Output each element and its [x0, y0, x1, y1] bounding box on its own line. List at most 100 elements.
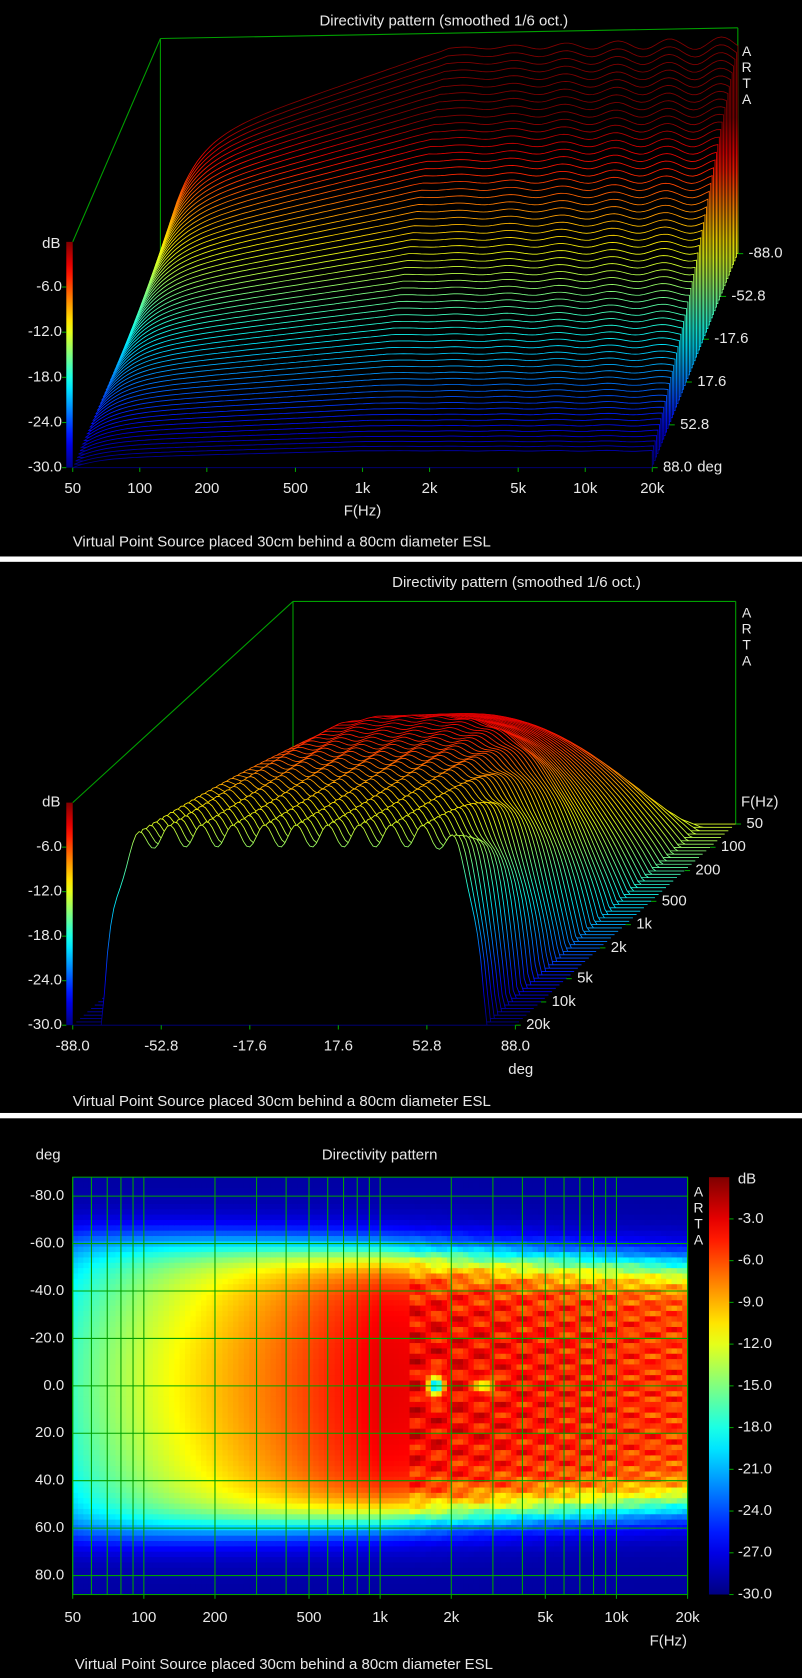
heatmap-cell	[307, 1300, 314, 1307]
heatmap-cell	[350, 1359, 357, 1365]
heatmap-cell	[334, 1450, 341, 1456]
heatmap-cell	[83, 1369, 90, 1376]
z-tick-label: 5k	[577, 970, 593, 987]
heatmap-cell	[201, 1412, 207, 1419]
heatmap-cell	[131, 1375, 138, 1381]
heatmap-cell	[179, 1519, 186, 1526]
heatmap-cell	[227, 1583, 234, 1590]
heatmap-cell	[286, 1482, 293, 1488]
heatmap-cell	[324, 1353, 330, 1360]
heatmap-cell	[152, 1385, 159, 1392]
heatmap-cell	[78, 1321, 84, 1328]
heatmap-cell	[329, 1278, 336, 1285]
heatmap-cell	[190, 1503, 197, 1510]
z-tick-label: -17.6	[714, 330, 748, 347]
heatmap-cell	[324, 1380, 330, 1387]
heatmap-cell	[168, 1300, 175, 1307]
heatmap-cell	[120, 1284, 127, 1290]
heatmap-cell	[265, 1562, 271, 1569]
heatmap-cell	[206, 1417, 213, 1424]
heatmap-cell	[243, 1444, 250, 1451]
heatmap-cell	[297, 1284, 304, 1290]
heatmap-cell	[324, 1262, 330, 1269]
heatmap-cell	[174, 1492, 181, 1499]
heatmap-cell	[372, 1482, 378, 1488]
heatmap-cell	[297, 1353, 304, 1360]
heatmap-cell	[340, 1460, 346, 1467]
heatmap-cell	[307, 1219, 314, 1226]
heatmap-cell	[136, 1300, 143, 1307]
heatmap-cell	[99, 1562, 106, 1569]
heatmap-cell	[206, 1396, 213, 1403]
heatmap-cell	[201, 1300, 207, 1307]
heatmap-cell	[382, 1369, 389, 1376]
heatmap-cell	[99, 1316, 106, 1323]
heatmap-cell	[334, 1471, 341, 1478]
heatmap-cell	[286, 1332, 293, 1339]
heatmap-cell	[334, 1241, 341, 1248]
heatmap-cell	[324, 1364, 330, 1371]
heatmap-cell	[174, 1337, 181, 1344]
heatmap-cell	[313, 1407, 320, 1414]
heatmap-cell	[222, 1455, 229, 1462]
heatmap-cell	[120, 1514, 127, 1521]
heatmap-cell	[110, 1417, 116, 1424]
heatmap-cell	[179, 1316, 186, 1323]
heatmap-cell	[254, 1396, 261, 1403]
heatmap-cell	[168, 1546, 175, 1553]
heatmap-cell	[249, 1417, 255, 1424]
heatmap-cell	[324, 1434, 330, 1440]
heatmap-cell	[158, 1423, 165, 1430]
heatmap-cell	[265, 1246, 271, 1253]
heatmap-cell	[163, 1337, 170, 1344]
heatmap-cell	[318, 1278, 325, 1285]
heatmap-cell	[297, 1466, 304, 1472]
heatmap-cell	[243, 1316, 250, 1323]
heatmap-cell	[222, 1407, 229, 1414]
heatmap-cell	[72, 1407, 79, 1414]
heatmap-cell	[72, 1278, 79, 1285]
heatmap-cell	[388, 1444, 394, 1451]
heatmap-cell	[168, 1434, 175, 1440]
heatmap-cell	[291, 1284, 298, 1290]
heatmap-cell	[302, 1492, 309, 1499]
heatmap-cell	[217, 1455, 223, 1462]
heatmap-cell	[275, 1471, 282, 1478]
heatmap-cell	[120, 1177, 127, 1183]
heatmap-cell	[340, 1444, 346, 1451]
heatmap-cell	[350, 1482, 357, 1488]
heatmap-cell	[142, 1583, 148, 1590]
heatmap-cell	[115, 1562, 122, 1569]
heatmap-cell	[131, 1300, 138, 1307]
heatmap-cell	[131, 1348, 138, 1355]
heatmap-cell	[340, 1289, 346, 1296]
heatmap-cell	[158, 1439, 165, 1446]
heatmap-cell	[206, 1492, 213, 1499]
heatmap-cell	[291, 1503, 298, 1510]
heatmap-cell	[163, 1219, 170, 1226]
heatmap-cell	[163, 1177, 170, 1183]
heatmap-cell	[388, 1278, 394, 1285]
heatmap-cell	[99, 1434, 106, 1440]
heatmap-cell	[382, 1257, 389, 1264]
heatmap-cell	[313, 1348, 320, 1355]
heatmap-cell	[307, 1530, 314, 1537]
heatmap-cell	[345, 1541, 352, 1547]
heatmap-cell	[136, 1252, 143, 1258]
heatmap-cell	[190, 1300, 197, 1307]
heatmap-cell	[72, 1219, 79, 1226]
heatmap-cell	[142, 1578, 148, 1585]
heatmap-cell	[372, 1407, 378, 1414]
heatmap-cell	[361, 1401, 368, 1408]
heatmap-cell	[163, 1305, 170, 1312]
heatmap-cell	[184, 1375, 191, 1381]
heatmap-cell	[291, 1476, 298, 1483]
heatmap-cell	[120, 1369, 127, 1376]
heatmap-cell	[238, 1417, 245, 1424]
heatmap-cell	[334, 1535, 341, 1542]
heatmap-cell	[329, 1294, 336, 1301]
heatmap-cell	[195, 1514, 202, 1521]
heatmap-cell	[222, 1385, 229, 1392]
heatmap-cell	[307, 1487, 314, 1494]
heatmap-cell	[99, 1241, 106, 1248]
